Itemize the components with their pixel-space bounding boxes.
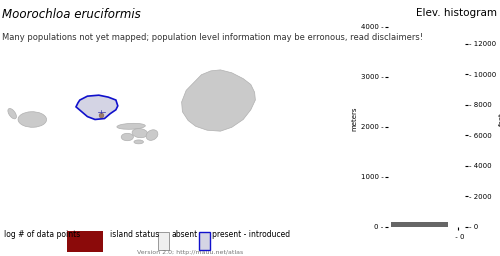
Text: Elev. histogram: Elev. histogram xyxy=(416,8,498,18)
Ellipse shape xyxy=(18,112,46,127)
Text: Many populations not yet mapped; population level information may be erronous, r: Many populations not yet mapped; populat… xyxy=(2,33,424,42)
Y-axis label: feet: feet xyxy=(499,112,500,126)
Text: present - introduced: present - introduced xyxy=(212,230,290,239)
Ellipse shape xyxy=(121,133,134,141)
Polygon shape xyxy=(182,70,256,131)
Text: absent: absent xyxy=(171,230,197,239)
Text: log # of data points: log # of data points xyxy=(4,230,80,239)
Ellipse shape xyxy=(146,130,158,140)
Ellipse shape xyxy=(134,140,143,144)
Text: island status: island status xyxy=(110,230,160,239)
Text: Moorochloa eruciformis: Moorochloa eruciformis xyxy=(2,8,141,21)
Bar xyxy=(66,231,102,252)
Ellipse shape xyxy=(132,129,148,138)
Polygon shape xyxy=(76,95,118,120)
Ellipse shape xyxy=(117,123,145,129)
Ellipse shape xyxy=(8,109,16,119)
Bar xyxy=(158,232,169,250)
Bar xyxy=(198,232,210,250)
Y-axis label: meters: meters xyxy=(352,107,358,131)
Bar xyxy=(391,222,448,227)
Text: Version 2.0; http://mauu.net/atlas: Version 2.0; http://mauu.net/atlas xyxy=(137,250,243,255)
